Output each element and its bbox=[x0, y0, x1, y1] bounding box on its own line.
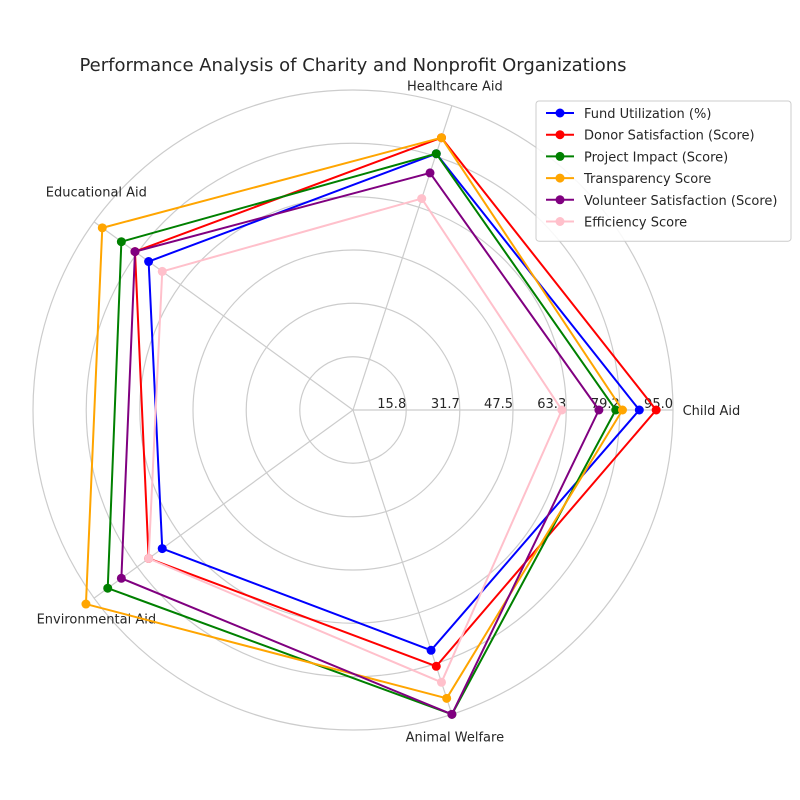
legend-swatch-marker bbox=[555, 130, 565, 140]
category-label: Educational Aid bbox=[46, 185, 147, 200]
data-point bbox=[144, 553, 154, 563]
legend-swatch-marker bbox=[555, 195, 565, 205]
legend-swatch-marker bbox=[555, 217, 565, 226]
legend-item: Fund Utilization (%) bbox=[546, 107, 711, 122]
data-point bbox=[426, 645, 436, 655]
data-point bbox=[611, 405, 621, 415]
series-group bbox=[144, 194, 567, 687]
data-point bbox=[594, 405, 604, 415]
legend-item: Transparency Score bbox=[546, 172, 711, 187]
category-label: Animal Welfare bbox=[406, 730, 504, 745]
category-label: Healthcare Aid bbox=[407, 80, 503, 95]
legend-label: Volunteer Satisfaction (Score) bbox=[584, 194, 777, 209]
legend: Fund Utilization (%) Donor Satisfaction (… bbox=[535, 100, 792, 242]
series-line bbox=[106, 152, 617, 716]
data-point bbox=[617, 405, 627, 415]
legend-label: Fund Utilization (%) bbox=[584, 107, 711, 122]
series-layer bbox=[81, 133, 661, 719]
category-label: Child Aid bbox=[683, 404, 741, 419]
category-label: Environmental Aid bbox=[37, 613, 156, 628]
radial-tick-label: 15.8 bbox=[377, 397, 406, 412]
data-point bbox=[431, 149, 441, 159]
legend-swatch-marker bbox=[555, 108, 565, 118]
data-point bbox=[651, 405, 661, 415]
legend-label: Donor Satisfaction (Score) bbox=[584, 129, 755, 144]
series-group bbox=[116, 168, 604, 719]
series-line bbox=[133, 136, 658, 668]
data-point bbox=[157, 544, 167, 554]
data-point bbox=[103, 583, 113, 593]
series-line bbox=[84, 136, 624, 700]
legend-label: Project Impact (Score) bbox=[584, 150, 728, 165]
grid-spoke bbox=[93, 409, 354, 599]
data-point bbox=[431, 661, 441, 671]
category-labels: Child Aid Healthcare Aid Educational Aid En… bbox=[37, 80, 741, 746]
series-group bbox=[81, 133, 627, 703]
data-point bbox=[447, 709, 457, 719]
chart-title: Performance Analysis of Charity and Nonp… bbox=[79, 55, 626, 76]
legend-item: Efficiency Score bbox=[546, 216, 687, 231]
data-point bbox=[634, 405, 644, 415]
data-point bbox=[417, 194, 427, 204]
legend-swatch-marker bbox=[555, 151, 565, 161]
radial-tick-label: 47.5 bbox=[484, 397, 513, 412]
radial-tick-labels: 15.8 31.7 47.5 63.3 79.2 95.0 bbox=[377, 397, 673, 412]
series-line bbox=[120, 171, 600, 716]
radial-tick-label: 31.7 bbox=[431, 397, 460, 412]
legend-box bbox=[535, 100, 792, 242]
legend-item: Project Impact (Score) bbox=[546, 150, 728, 165]
legend-swatch-marker bbox=[555, 173, 565, 183]
data-point bbox=[116, 237, 126, 247]
data-point bbox=[436, 133, 446, 143]
data-point bbox=[157, 266, 167, 276]
data-point bbox=[144, 257, 154, 267]
legend-item: Volunteer Satisfaction (Score) bbox=[546, 194, 777, 209]
legend-label: Efficiency Score bbox=[584, 216, 687, 231]
data-point bbox=[81, 599, 91, 609]
data-point bbox=[425, 168, 435, 178]
data-point bbox=[116, 573, 126, 583]
radial-tick-label: 95.0 bbox=[644, 397, 673, 412]
data-point bbox=[557, 405, 567, 415]
data-point bbox=[130, 247, 140, 257]
legend-item: Donor Satisfaction (Score) bbox=[546, 129, 755, 144]
data-point bbox=[442, 693, 452, 703]
series-line bbox=[147, 197, 563, 684]
data-point bbox=[97, 223, 107, 233]
data-point bbox=[436, 677, 446, 687]
legend-label: Transparency Score bbox=[583, 172, 711, 187]
